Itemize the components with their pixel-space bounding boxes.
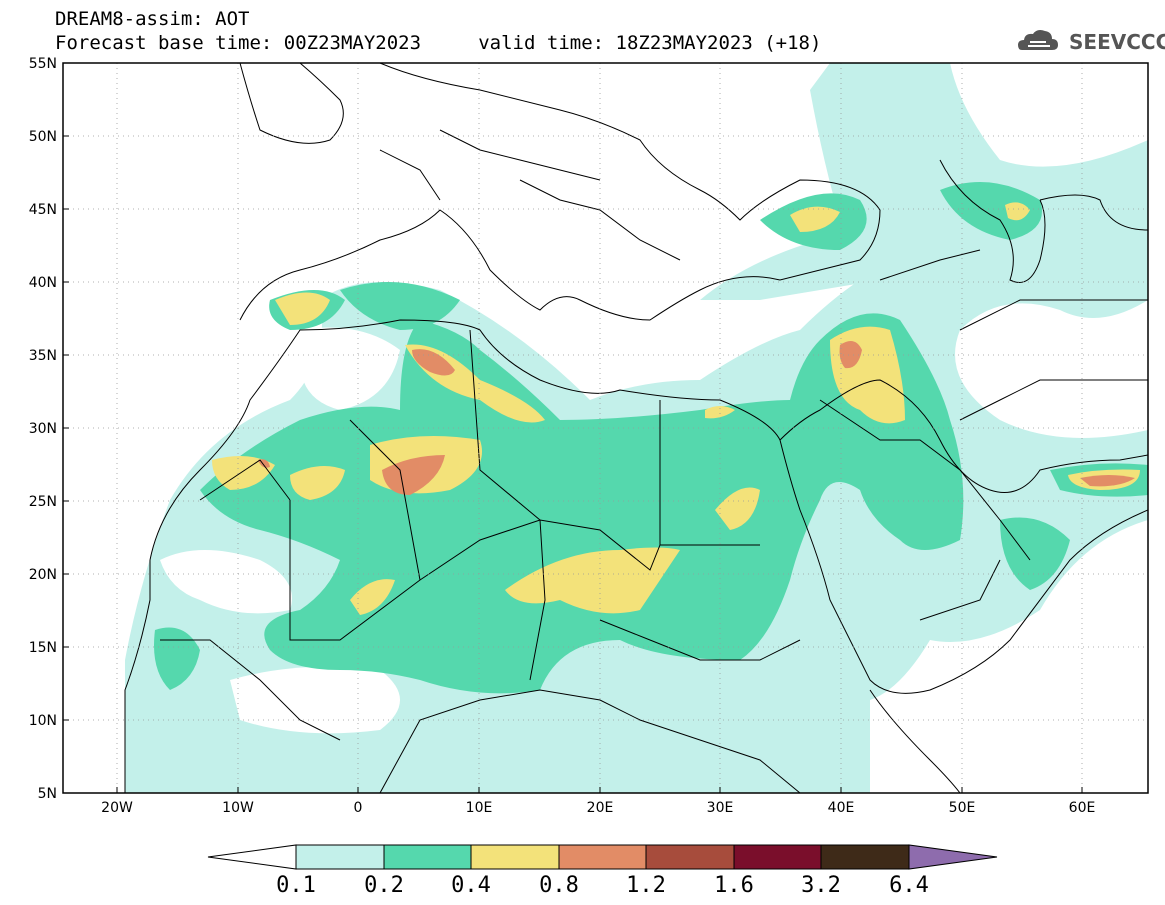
aot-contour-0.4 — [705, 406, 735, 419]
colorbar-swatch — [295, 844, 385, 870]
lat-label: 40N — [29, 275, 57, 291]
colorbar-swatch — [470, 844, 560, 870]
lat-label: 10N — [29, 713, 57, 729]
aot-contour-0.2 — [200, 313, 964, 694]
coastlines — [124, 63, 1148, 793]
lon-label: 50E — [949, 800, 976, 816]
colorbar-low-arrow — [207, 844, 297, 870]
graticule — [63, 63, 1148, 793]
colorbar-swatch — [558, 844, 647, 870]
lat-label: 20N — [29, 567, 57, 583]
colorbar-label: 1.2 — [626, 873, 666, 898]
colorbar-label: 0.8 — [539, 873, 579, 898]
colorbar-label: 0.2 — [364, 873, 404, 898]
lat-label: 15N — [29, 640, 57, 656]
axis-ticks — [63, 62, 1083, 794]
aot-contour-0.4 — [505, 547, 680, 614]
aot-contour-0.4 — [275, 292, 330, 325]
cloud-logo-icon — [1018, 30, 1058, 50]
aot-contour-0.4 — [715, 487, 760, 530]
colorbar-label: 0.4 — [451, 873, 491, 898]
aot-contour-0.2 — [154, 627, 200, 690]
aot-contour-0.8 — [839, 341, 862, 369]
colorbar-swatch — [733, 844, 822, 870]
logo-text: SEEVCCC — [1069, 30, 1165, 54]
lat-label: 30N — [29, 421, 57, 437]
colorbar-label: 0.1 — [276, 873, 316, 898]
forecast-time-line: Forecast base time: 00Z23MAY2023 valid t… — [55, 32, 822, 54]
lon-label: 20W — [101, 800, 133, 816]
aot-contour-0.2 — [340, 282, 460, 330]
colorbar-swatch — [820, 844, 910, 870]
aot-contour-0.8 — [412, 349, 455, 376]
map-title: DREAM8-assim: AOT — [55, 8, 250, 30]
aot-field — [125, 63, 1148, 793]
colorbar — [207, 844, 998, 870]
lon-label: 10E — [466, 800, 493, 816]
colorbar-swatch — [645, 844, 735, 870]
aot-contour-0.2 — [940, 182, 1042, 240]
lon-label: 20E — [587, 800, 614, 816]
lon-label: 60E — [1069, 800, 1096, 816]
colorbar-label: 1.6 — [714, 873, 754, 898]
latitude-labels: 55N 50N 45N 40N 35N 30N 25N 20N 15N 10N … — [29, 56, 57, 802]
lat-label: 25N — [29, 494, 57, 510]
aot-contour-0.4 — [1005, 202, 1030, 221]
colorbar-swatch — [383, 844, 472, 870]
lat-label: 45N — [29, 202, 57, 218]
lon-label: 0 — [354, 800, 363, 816]
aot-contour-0.8 — [1080, 475, 1135, 487]
aot-contour-0.4 — [350, 579, 395, 615]
lon-label: 40E — [828, 800, 855, 816]
lat-label: 55N — [29, 56, 57, 72]
colorbar-label: 6.4 — [889, 873, 929, 898]
lon-label: 10W — [222, 800, 254, 816]
lat-label: 50N — [29, 129, 57, 145]
lat-label: 35N — [29, 348, 57, 364]
lon-label: 30E — [707, 800, 734, 816]
longitude-labels: 20W 10W 0 10E 20E 30E 40E 50E 60E — [101, 800, 1095, 816]
aot-contour-0.8 — [382, 455, 445, 495]
aot-contour-0.2 — [1000, 517, 1070, 590]
colorbar-high-arrow — [908, 844, 998, 870]
aot-contour-0.4 — [790, 206, 840, 232]
aot-contour-0.4 — [290, 466, 345, 500]
colorbar-label: 3.2 — [801, 873, 841, 898]
lat-label: 5N — [38, 786, 57, 802]
